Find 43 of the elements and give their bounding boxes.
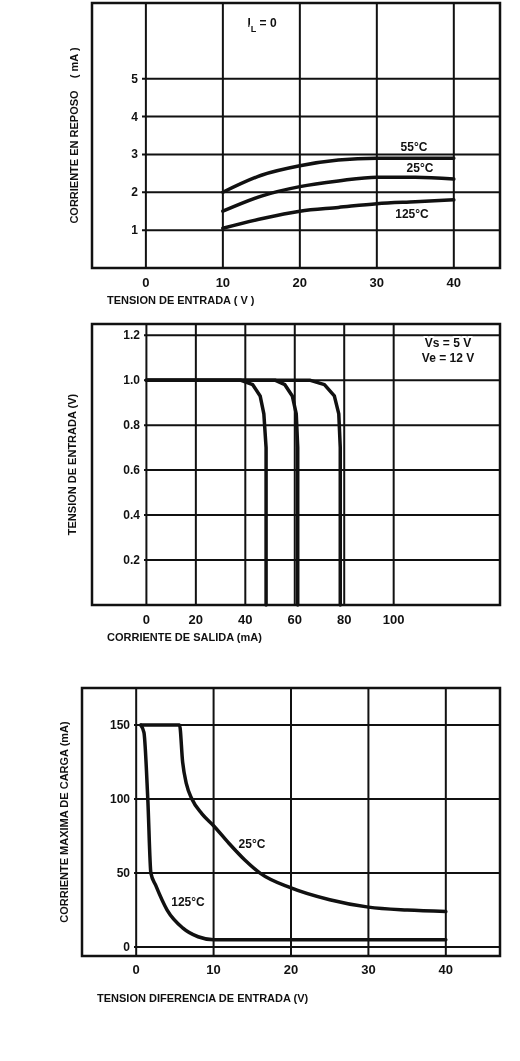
x-tick-label: 30 [361,962,376,977]
x-tick-label: 80 [336,612,352,627]
series-label: 125°C [395,207,430,221]
y-tick-label: 0.8 [123,418,141,433]
x-tick-label: 40 [238,612,253,627]
series-label: 25°C [406,161,434,175]
y-tick-label: 0.6 [123,463,141,478]
x-tick-label: 20 [292,275,308,290]
series-label: 55°C [400,140,428,154]
x-axis-title: TENSION DIFERENCIA DE ENTRADA (V) [97,992,309,1004]
annotation: Ve = 12 V [421,351,475,365]
y-axis-title: CORRIENTE MAXIMA DE CARGA (mA) [58,720,70,923]
y-tick-label: 0.4 [123,508,141,523]
x-axis-title: TENSION DE ENTRADA ( V ) [107,294,255,306]
y-axis-title: TENSION DE ENTRADA (V) [66,393,78,536]
y-tick-label: 50 [116,866,131,881]
x-tick-label: 0 [142,612,151,627]
x-tick-label: 20 [188,612,204,627]
series-label: 125°C [171,895,206,909]
x-tick-label: 40 [446,275,462,290]
x-tick-label: 20 [283,962,299,977]
y-tick-label: 3 [131,147,139,162]
y-tick-label: 0.2 [123,553,141,568]
annotation: I$_{L}$ = 0 [247,16,277,34]
y-tick-label: 4 [131,109,139,124]
y-tick-label: 5 [131,71,139,86]
series-label: 25°C [238,837,266,851]
x-axis-title: CORRIENTE DE SALIDA (mA) [107,631,263,643]
y-tick-label: 2 [131,185,139,200]
x-tick-label: 10 [206,962,221,977]
x-tick-label: 40 [438,962,454,977]
x-tick-label: 60 [287,612,302,627]
y-tick-label: 100 [109,792,131,807]
y-tick-label: 1 [131,223,139,238]
y-tick-label: 1.0 [123,373,141,388]
x-tick-label: 100 [382,612,405,627]
annotation: Vs = 5 V [424,336,472,350]
y-axis-title: CORRIENTE EN REPOSO ( mA ) [68,47,80,224]
y-tick-label: 1.2 [123,328,141,343]
x-tick-label: 10 [215,275,231,290]
y-tick-label: 150 [109,718,131,733]
y-tick-label: 0 [123,940,131,955]
x-tick-label: 30 [369,275,385,290]
